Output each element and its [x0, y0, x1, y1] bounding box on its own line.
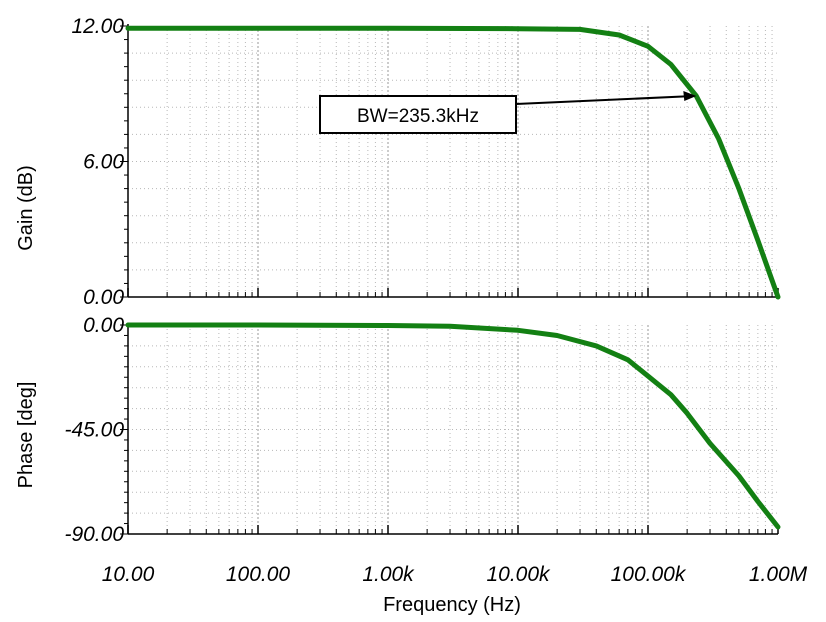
gain-y-axis-title: Gain (dB)	[15, 165, 37, 251]
gain-y-tick-label: 6.00	[83, 151, 124, 174]
bandwidth-arrow-line	[515, 95, 689, 105]
gain-grid	[128, 26, 778, 297]
x-tick-label: 1.00k	[362, 563, 415, 586]
phase-tick-labels: -90.00 -45.00 0.00	[64, 314, 124, 546]
gain-tick-labels: 0.00 6.00 12.00	[71, 15, 124, 309]
bandwidth-annotation-box	[319, 95, 517, 134]
gain-y-tick-label: 12.00	[71, 15, 124, 38]
phase-y-tick-label: -45.00	[64, 419, 124, 442]
bandwidth-arrow-head	[683, 91, 697, 102]
bandwidth-annotation-label: BW=235.3kHz	[357, 106, 479, 127]
x-axis-title: Frequency (Hz)	[383, 594, 521, 616]
x-tick-label: 10.00	[102, 563, 155, 586]
gain-chart: 0.00 6.00 12.00 Gain (dB) BW=235.3kHz	[15, 15, 781, 309]
gain-y-tick-label: 0.00	[83, 286, 124, 309]
phase-y-axis-title: Phase [deg]	[15, 382, 37, 489]
phase-y-tick-label: -90.00	[64, 523, 124, 546]
gain-series	[125, 25, 781, 300]
gain-axes	[120, 24, 779, 298]
phase-grid	[128, 325, 778, 534]
phase-chart: -90.00 -45.00 0.00 Phase [deg]	[15, 314, 781, 546]
gain-series-line	[125, 25, 781, 300]
phase-series	[125, 322, 781, 530]
x-tick-label: 10.00k	[486, 563, 551, 586]
x-tick-label: 100.00	[226, 563, 291, 586]
x-tick-label: 1.00M	[749, 563, 808, 586]
phase-series-line	[125, 322, 781, 530]
x-tick-label: 100.00k	[611, 563, 687, 586]
phase-y-tick-label: 0.00	[83, 314, 124, 337]
phase-axes	[120, 323, 779, 535]
bandwidth-annotation: BW=235.3kHz	[319, 91, 697, 134]
x-tick-labels: 10.00 100.00 1.00k 10.00k 100.00k 1.00M	[102, 563, 808, 586]
